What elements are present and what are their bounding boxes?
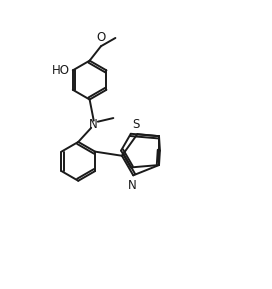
Text: HO: HO bbox=[52, 64, 70, 77]
Text: N: N bbox=[89, 118, 98, 131]
Text: O: O bbox=[97, 31, 106, 44]
Text: N: N bbox=[128, 179, 137, 192]
Text: S: S bbox=[133, 118, 140, 131]
